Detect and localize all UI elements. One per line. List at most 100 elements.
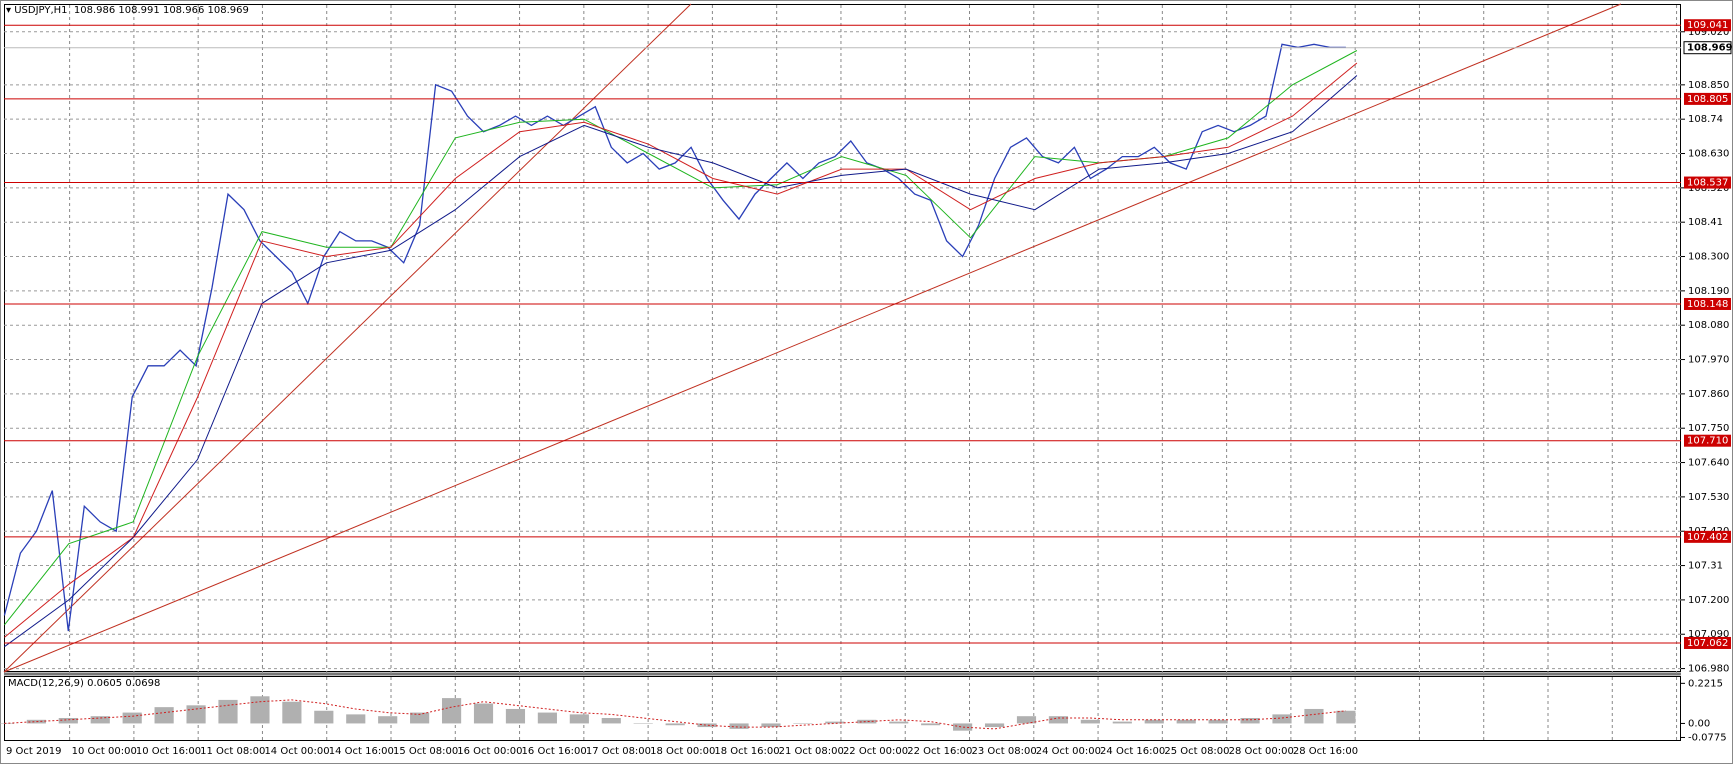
level-label-box	[1684, 297, 1731, 310]
trend-line	[3, 3, 1622, 673]
marks	[0, 24, 1681, 731]
macd-bar	[761, 723, 781, 728]
x-tick-label: 10 Oct 00:00	[72, 746, 137, 757]
macd-panel	[4, 676, 1681, 741]
last-price-label: 108.969	[1687, 43, 1733, 54]
y-tick-label: 108.300	[1688, 252, 1729, 263]
macd-bar	[889, 721, 909, 724]
macd-bar	[346, 714, 366, 724]
level-label: 107.062	[1687, 638, 1728, 649]
x-tick-label: 14 Oct 16:00	[329, 746, 394, 757]
x-tick-label: 14 Oct 00:00	[264, 746, 329, 757]
macd-bar	[122, 712, 142, 724]
level-label: 109.041	[1687, 20, 1728, 31]
y-tick-label: 107.31	[1688, 561, 1723, 572]
level-label-box	[1684, 92, 1731, 105]
level-label-box	[1684, 636, 1731, 649]
x-tick-label: 24 Oct 00:00	[1036, 746, 1101, 757]
y-tick-label: 107.530	[1688, 492, 1729, 503]
macd-bar	[314, 710, 334, 724]
y-tick-label: 107.090	[1688, 629, 1729, 640]
y-tick-label: 107.970	[1688, 355, 1729, 366]
macd-bar	[984, 723, 1005, 728]
x-tick-label: 15 Oct 08:00	[393, 746, 458, 757]
y-tick-label: 0.00	[1688, 718, 1710, 729]
menu-arrow: ▾	[6, 5, 15, 16]
x-tick-label: 22 Oct 00:00	[843, 746, 908, 757]
close: 108.969	[207, 5, 249, 16]
axis: 109.020108.850108.74108.630108.520108.41…	[6, 19, 1733, 757]
y-tick-label: 107.750	[1688, 423, 1729, 434]
y-tick-label: 108.190	[1688, 286, 1729, 297]
level-label: 107.710	[1687, 436, 1728, 447]
level-label-box	[1684, 530, 1731, 543]
macd-bar	[537, 712, 557, 724]
macd-bar	[473, 703, 494, 724]
level-label-box	[1684, 176, 1731, 189]
signal-line	[4, 699, 1346, 730]
x-tick-label: 18 Oct 00:00	[650, 746, 715, 757]
macd-bar	[633, 723, 653, 724]
signal-value: 0.0698	[125, 678, 161, 689]
macd-bar	[601, 718, 621, 724]
high: 108.991	[118, 5, 160, 16]
y-tick-label: 108.41	[1688, 217, 1723, 228]
x-tick-label: 22 Oct 16:00	[907, 746, 972, 757]
macd-title: MACD(12,26,9)	[8, 678, 84, 689]
macd-bar	[58, 718, 78, 724]
x-tick-label: 9 Oct 2019	[6, 746, 61, 757]
y-tick-label: 108.630	[1688, 149, 1729, 160]
macd-bar	[1144, 719, 1164, 724]
macd-bar	[1112, 721, 1132, 724]
macd-bar	[505, 708, 526, 724]
y-tick-label: 108.080	[1688, 320, 1729, 331]
macd-bar	[697, 723, 717, 728]
macd-bar	[90, 716, 110, 724]
macd-bar	[1336, 710, 1356, 724]
lines	[3, 3, 1622, 673]
x-tick-label: 11 Oct 08:00	[200, 746, 265, 757]
moving-average	[4, 62, 1358, 638]
macd-bar	[410, 712, 430, 724]
x-tick-label: 25 Oct 08:00	[1164, 746, 1229, 757]
macd-bar	[1080, 719, 1100, 724]
macd-bar	[793, 723, 813, 724]
grid	[4, 5, 1681, 740]
macd-bar	[569, 714, 589, 724]
price-line	[3, 43, 1346, 632]
y-tick-label: 106.980	[1688, 664, 1729, 675]
y-tick-label: 109.020	[1688, 27, 1729, 38]
x-tick-label: 24 Oct 16:00	[1100, 746, 1165, 757]
macd-bar	[282, 701, 302, 724]
macd-bar	[0, 723, 15, 724]
macd-bar	[1304, 708, 1324, 724]
x-tick-label: 21 Oct 08:00	[779, 746, 844, 757]
macd-bar	[825, 721, 845, 724]
macd-bar	[1048, 716, 1069, 724]
y-tick-label: 108.850	[1688, 80, 1729, 91]
macd-bar	[154, 707, 174, 724]
x-tick-label: 28 Oct 00:00	[1229, 746, 1294, 757]
open: 108.986	[73, 5, 116, 16]
level-label-box	[1684, 19, 1731, 32]
moving-average	[4, 75, 1358, 648]
macd-bar	[1240, 718, 1260, 724]
y-tick-label: 107.200	[1688, 595, 1729, 606]
y-tick-label: 108.74	[1688, 114, 1723, 125]
level-label-box	[1684, 434, 1731, 447]
macd-bar	[378, 716, 398, 724]
chart-header: ▾ USDJPY,H1 108.986 108.991 108.966 108.…	[6, 5, 249, 16]
last-price-box	[1683, 41, 1732, 55]
level-label: 108.805	[1687, 94, 1728, 105]
level-label: 108.148	[1687, 299, 1728, 310]
main-panel	[4, 4, 1681, 672]
y-tick-label: 107.860	[1688, 389, 1729, 400]
level-label: 107.402	[1687, 532, 1728, 543]
macd-bar	[218, 699, 238, 724]
level-label: 108.537	[1687, 178, 1728, 189]
y-tick-label: 107.640	[1688, 458, 1729, 469]
macd-header: MACD(12,26,9) 0.0605 0.0698	[8, 678, 160, 689]
x-tick-label: 28 Oct 16:00	[1293, 746, 1358, 757]
